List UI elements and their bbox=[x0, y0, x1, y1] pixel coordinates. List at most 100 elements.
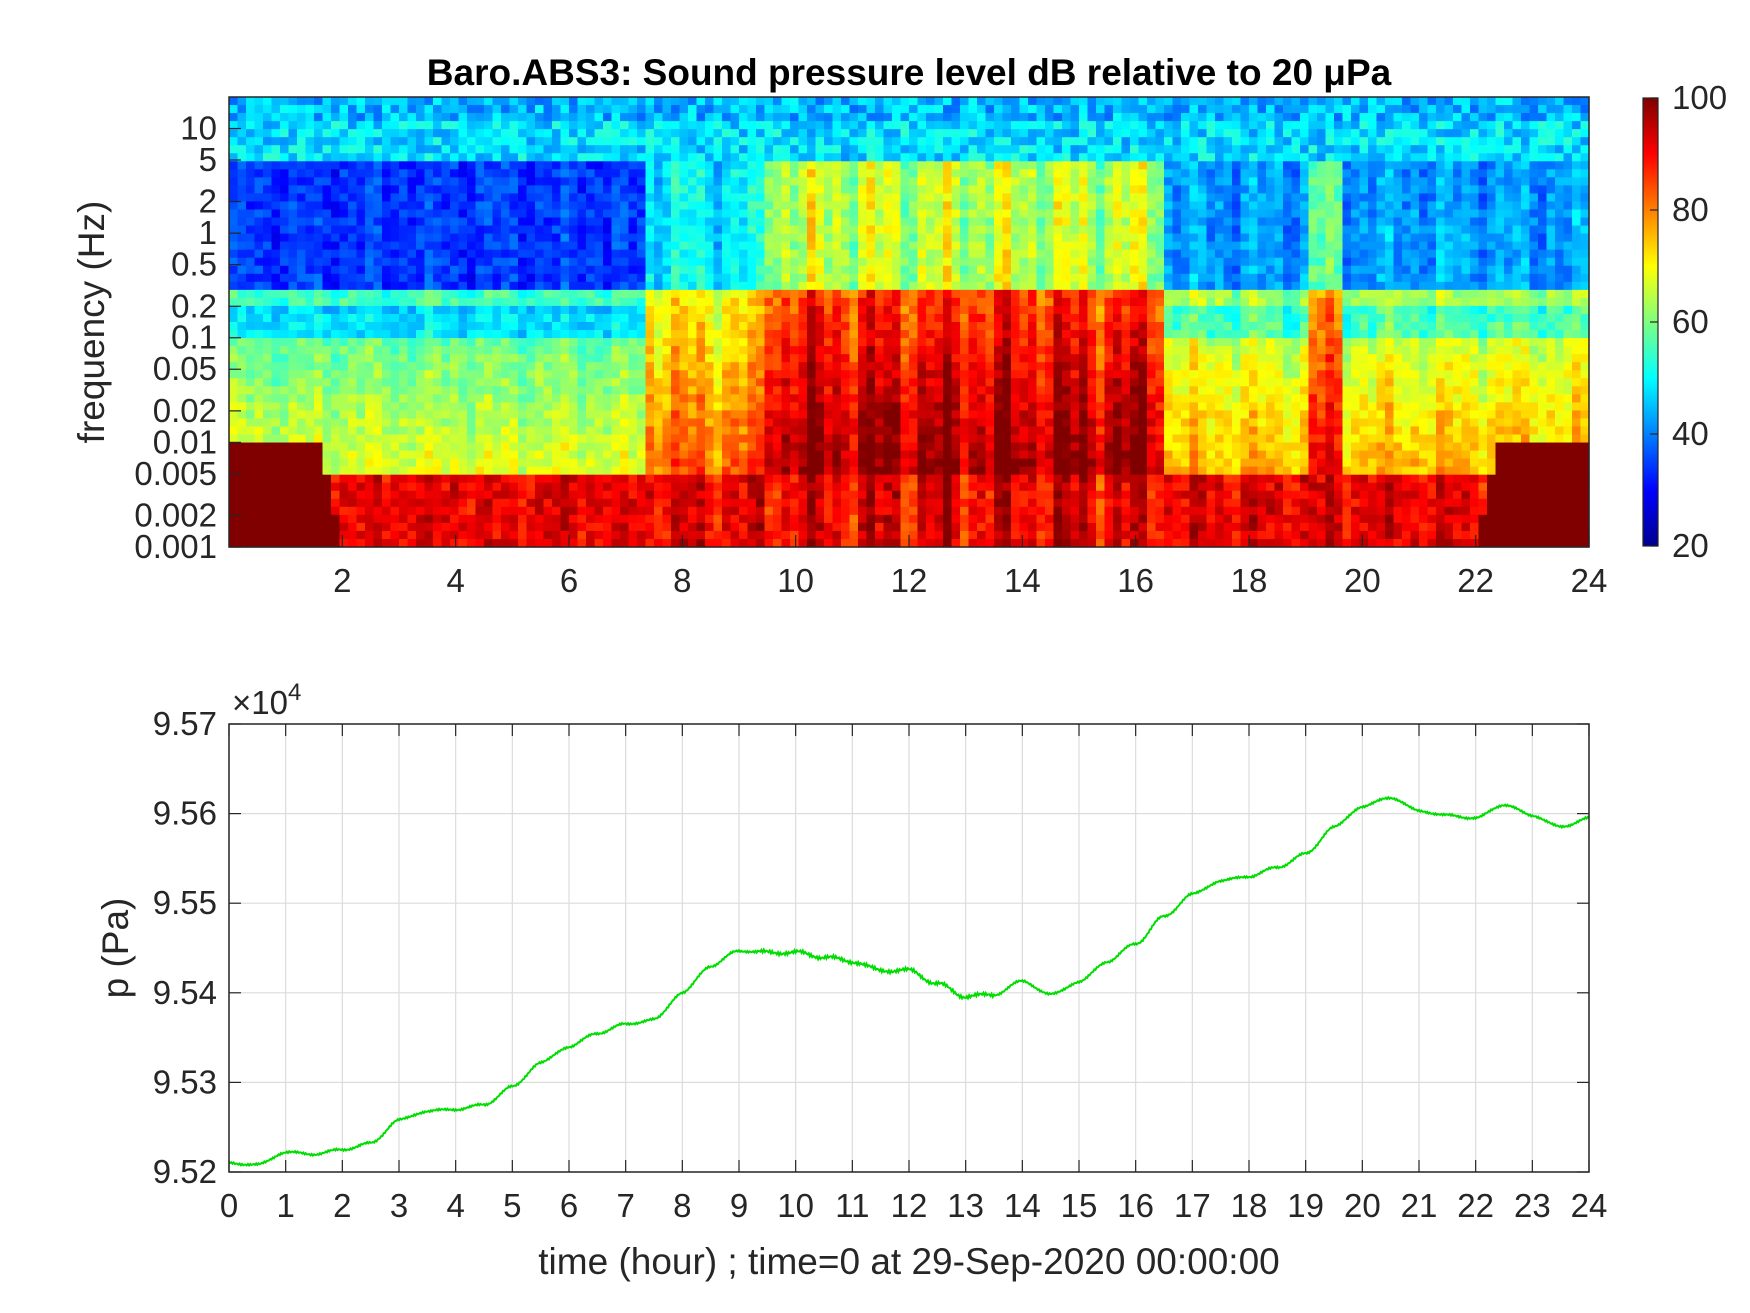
spectrogram-cell bbox=[722, 249, 732, 259]
spectrogram-cell bbox=[356, 482, 366, 492]
spectrogram-cell bbox=[254, 434, 264, 444]
spectrogram-cell bbox=[390, 442, 400, 452]
spectrogram-cell bbox=[569, 538, 579, 548]
spectrogram-cell bbox=[433, 313, 443, 323]
spectrogram-cell bbox=[356, 490, 366, 500]
spectrogram-cell bbox=[764, 313, 774, 323]
spectrogram-cell bbox=[246, 322, 256, 331]
spectrogram-cell bbox=[484, 185, 494, 195]
spectrogram-cell bbox=[365, 434, 375, 444]
spectrogram-cell bbox=[807, 450, 817, 460]
spectrogram-cell bbox=[484, 538, 494, 548]
spectrogram-cell bbox=[407, 233, 417, 243]
spectrogram-cell bbox=[424, 265, 434, 275]
spectrogram-cell bbox=[543, 153, 553, 162]
spectrogram-cell bbox=[951, 249, 961, 259]
spectrogram-cell bbox=[552, 346, 562, 355]
spectrogram-cell bbox=[696, 129, 706, 138]
spectrogram-cell bbox=[781, 273, 791, 283]
spectrogram-cell bbox=[322, 538, 332, 548]
spectrogram-cell bbox=[968, 273, 978, 283]
spectrogram-cell bbox=[883, 330, 893, 339]
spectrogram-cell bbox=[628, 201, 638, 211]
spectrogram-cell bbox=[773, 305, 783, 315]
spectrogram-cell bbox=[254, 105, 264, 114]
spectrogram-cell bbox=[968, 193, 978, 203]
spectrogram-cell bbox=[832, 442, 842, 452]
spectrogram-cell bbox=[288, 209, 298, 219]
spectrogram-cell bbox=[407, 169, 417, 178]
spectrogram-cell bbox=[229, 386, 239, 395]
spectrogram-cell bbox=[620, 241, 630, 251]
spectrogram-cell bbox=[458, 257, 468, 267]
spectrogram-cell bbox=[594, 538, 604, 548]
spectrogram-cell bbox=[373, 137, 383, 146]
spectrogram-cell bbox=[960, 177, 970, 186]
spectrogram-cell bbox=[934, 378, 944, 387]
spectrogram-cell bbox=[645, 498, 655, 508]
spectrogram-cell bbox=[892, 506, 902, 516]
spectrogram-cell bbox=[441, 346, 451, 355]
spectrogram-cell bbox=[645, 249, 655, 259]
spectrogram-cell bbox=[492, 145, 502, 154]
spectrogram-cell bbox=[824, 338, 834, 347]
spectrogram-cell bbox=[399, 514, 409, 524]
spectrogram-cell bbox=[552, 410, 562, 420]
spectrogram-cell bbox=[815, 466, 825, 476]
spectrogram-cell bbox=[628, 113, 638, 122]
spectrogram-cell bbox=[841, 145, 851, 154]
spectrogram-cell bbox=[569, 522, 579, 532]
spectrogram-cell bbox=[552, 121, 562, 130]
spectrogram-cell bbox=[679, 297, 689, 307]
spectrogram-cell bbox=[747, 289, 757, 299]
spectrogram-cell bbox=[781, 410, 791, 420]
spectrogram-cell bbox=[356, 378, 366, 387]
spectrogram-cell bbox=[900, 466, 910, 476]
spectrogram-cell bbox=[390, 241, 400, 251]
spectrogram-cell bbox=[365, 193, 375, 203]
spectrogram-cell bbox=[254, 458, 264, 468]
spectrogram-cell bbox=[594, 313, 604, 323]
spectrogram-cell bbox=[977, 370, 987, 379]
spectrogram-cell bbox=[645, 514, 655, 524]
spectrogram-cell bbox=[501, 370, 511, 379]
spectrogram-cell bbox=[968, 161, 978, 170]
spectrogram-cell bbox=[416, 418, 426, 428]
spectrogram-cell bbox=[781, 426, 791, 436]
spectrogram-cell bbox=[229, 466, 239, 476]
spectrogram-cell bbox=[365, 426, 375, 436]
spectrogram-cell bbox=[305, 354, 315, 363]
spectrogram-cell bbox=[399, 273, 409, 283]
spectrogram-cell bbox=[934, 458, 944, 468]
spectrogram-cell bbox=[526, 522, 536, 532]
spectrogram-cell bbox=[926, 129, 936, 138]
spectrogram-cell bbox=[807, 105, 817, 114]
spectrogram-cell bbox=[722, 474, 732, 484]
spectrogram-cell bbox=[917, 338, 927, 347]
spectrogram-cell bbox=[356, 153, 366, 162]
spectrogram-cell bbox=[900, 273, 910, 283]
spectrogram-cell bbox=[288, 338, 298, 347]
spectrogram-cell bbox=[501, 362, 511, 371]
spectrogram-cell bbox=[407, 522, 417, 532]
spectrogram-cell bbox=[951, 161, 961, 170]
spectrogram-cell bbox=[297, 394, 307, 403]
spectrogram-cell bbox=[832, 322, 842, 331]
spectrogram-cell bbox=[322, 514, 332, 524]
spectrogram-cell bbox=[977, 490, 987, 500]
spectrogram-cell bbox=[977, 305, 987, 315]
spectrogram-cell bbox=[926, 289, 936, 299]
spectrogram-cell bbox=[620, 161, 630, 170]
spectrogram-cell bbox=[331, 105, 341, 114]
spectrogram-cell bbox=[305, 522, 315, 532]
spectrogram-cell bbox=[875, 265, 885, 275]
spectrogram-cell bbox=[339, 522, 349, 532]
spectrogram-cell bbox=[526, 169, 536, 178]
spectrogram-cell bbox=[628, 506, 638, 516]
spectrogram-cell bbox=[883, 386, 893, 395]
spectrogram-cell bbox=[407, 442, 417, 452]
spectrogram-cell bbox=[628, 153, 638, 162]
spectrogram-cell bbox=[356, 434, 366, 444]
spectrogram-cell bbox=[713, 225, 723, 235]
spectrogram-cell bbox=[475, 193, 485, 203]
